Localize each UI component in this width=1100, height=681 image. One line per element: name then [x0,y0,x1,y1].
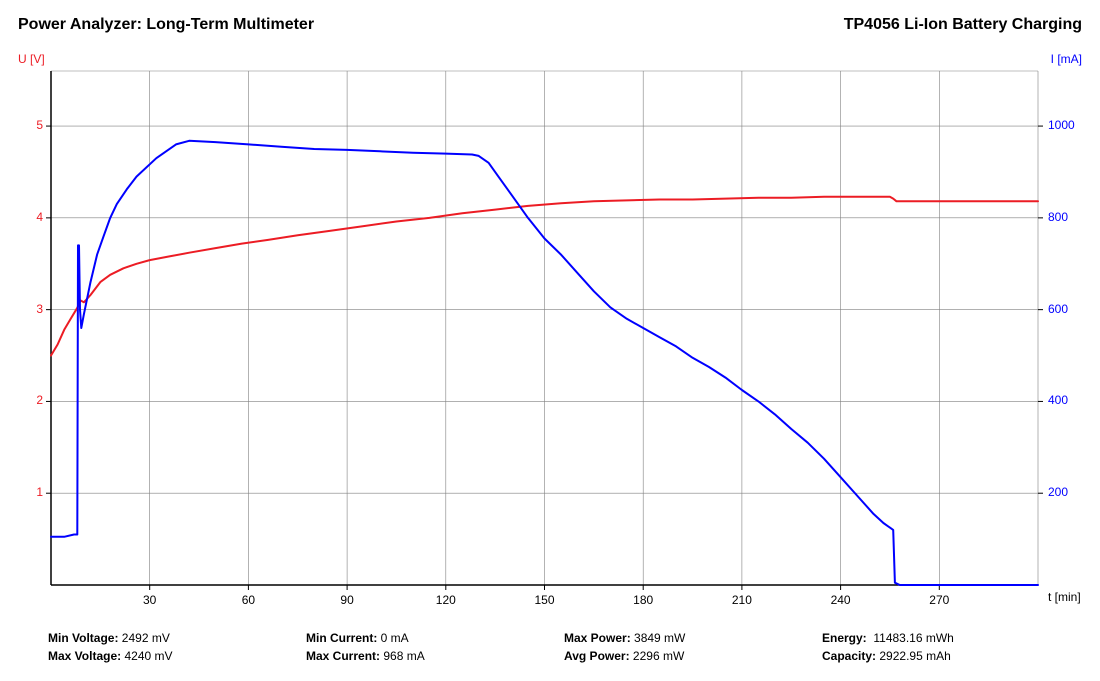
x-tick: 180 [623,593,663,607]
chart-plot [0,0,1100,681]
x-tick: 30 [130,593,170,607]
y-left-tick: 5 [13,118,43,132]
stat-min-voltage: Min Voltage: 2492 mV [48,631,306,645]
stat-avg-power: Avg Power: 2296 mW [564,649,822,663]
x-tick: 120 [426,593,466,607]
x-tick: 240 [821,593,861,607]
y-right-tick: 600 [1048,302,1088,316]
stat-max-current: Max Current: 968 mA [306,649,564,663]
stat-capacity: Capacity: 2922.95 mAh [822,649,1080,663]
stats-panel: Min Voltage: 2492 mV Min Current: 0 mA M… [48,631,1080,667]
stat-max-voltage: Max Voltage: 4240 mV [48,649,306,663]
x-tick: 90 [327,593,367,607]
x-tick: 270 [919,593,959,607]
y-right-tick: 1000 [1048,118,1088,132]
y-left-tick: 1 [13,485,43,499]
x-tick: 210 [722,593,762,607]
stat-min-current: Min Current: 0 mA [306,631,564,645]
y-left-tick: 3 [13,302,43,316]
y-right-tick: 200 [1048,485,1088,499]
y-left-tick: 4 [13,210,43,224]
stat-max-power: Max Power: 3849 mW [564,631,822,645]
y-left-tick: 2 [13,393,43,407]
stat-energy: Energy: 11483.16 mWh [822,631,1080,645]
x-tick: 60 [228,593,268,607]
x-tick: 150 [525,593,565,607]
y-right-tick: 800 [1048,210,1088,224]
y-right-tick: 400 [1048,393,1088,407]
